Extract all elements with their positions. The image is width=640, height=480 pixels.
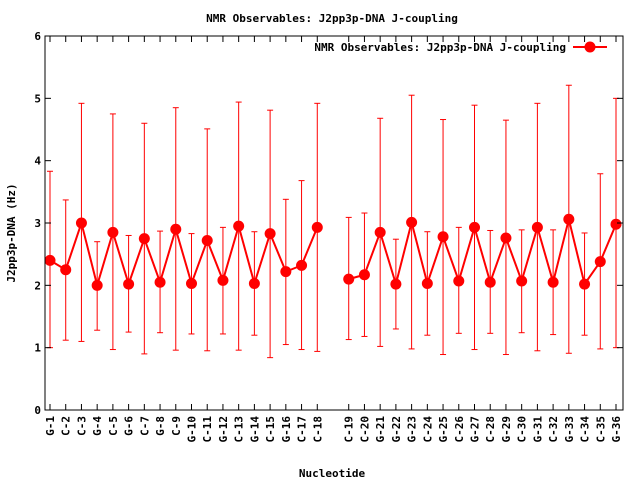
data-point	[610, 218, 622, 230]
data-point	[390, 278, 402, 290]
x-axis: G-1 C-2 C-3 G-4 C-5 G-6 C-7 G-8 C-9 G-10 C-11 G-12 C…	[44, 36, 623, 443]
data-point	[296, 259, 308, 271]
x-tick-label: C-7	[138, 416, 151, 436]
x-tick-label: C-30	[516, 416, 529, 443]
y-tick-label: 2	[34, 279, 41, 292]
data-point	[421, 277, 433, 289]
x-tick-label: G-25	[437, 416, 450, 443]
x-tick-label: G-4	[91, 416, 104, 436]
data-point	[280, 266, 292, 278]
y-tick-label: 1	[34, 342, 41, 355]
data-point	[547, 276, 559, 288]
x-tick-label: C-20	[358, 416, 371, 443]
series-line	[49, 219, 319, 290]
data-point	[44, 254, 56, 266]
data-point	[233, 220, 245, 232]
legend-marker	[584, 41, 596, 53]
x-tick-label: C-34	[579, 416, 592, 443]
data-point	[579, 278, 591, 290]
data-point	[186, 277, 197, 289]
legend-label: NMR Observables: J2pp3p-DNA J-coupling	[314, 41, 566, 54]
x-tick-label: C-19	[343, 416, 356, 443]
data-point	[264, 228, 276, 240]
data-point	[107, 226, 119, 238]
y-tick-label: 6	[34, 30, 41, 43]
x-tick-label: C-35	[594, 416, 607, 443]
data-point	[201, 234, 213, 246]
legend: NMR Observables: J2pp3p-DNA J-coupling	[314, 41, 607, 54]
x-tick-label: C-17	[296, 416, 309, 443]
data-point	[311, 221, 323, 233]
x-tick-label: G-31	[531, 416, 544, 443]
x-tick-label: G-8	[154, 416, 167, 436]
x-tick-label: C-11	[201, 416, 214, 443]
data-point	[170, 223, 182, 235]
x-tick-label: G-14	[248, 416, 261, 443]
x-tick-label: C-26	[453, 416, 466, 443]
series-line	[348, 219, 617, 288]
x-tick-label: G-6	[123, 416, 136, 436]
plot-area	[44, 84, 622, 359]
x-tick-label: G-22	[390, 416, 403, 443]
data-point	[516, 275, 528, 287]
x-tick-label: G-23	[406, 416, 419, 443]
data-point	[484, 276, 496, 288]
x-tick-label: G-16	[280, 416, 293, 443]
y-tick-label: 3	[34, 217, 41, 230]
x-tick-label: C-3	[75, 416, 88, 436]
x-tick-label: G-29	[500, 416, 513, 443]
data-point	[217, 274, 229, 286]
x-tick-label: G-33	[563, 416, 576, 443]
data-point	[531, 221, 543, 233]
data-point	[358, 269, 370, 281]
x-tick-label: C-18	[311, 416, 324, 443]
y-axis-label: J2pp3p-DNA (Hz)	[5, 183, 18, 282]
data-point	[154, 276, 166, 288]
x-tick-label: G-1	[44, 416, 57, 436]
x-tick-label: C-5	[107, 416, 120, 436]
data-point	[123, 278, 135, 290]
x-axis-label: Nucleotide	[299, 467, 366, 480]
x-tick-label: G-12	[217, 416, 230, 443]
data-point	[60, 264, 72, 276]
y-axis: 0 1 2 3 4 5 6	[34, 30, 623, 417]
data-point	[594, 256, 606, 268]
y-tick-label: 0	[34, 404, 41, 417]
data-point	[75, 217, 87, 229]
data-point	[91, 279, 103, 291]
x-tick-label: C-28	[484, 416, 497, 443]
data-point	[563, 213, 575, 225]
x-tick-label: C-24	[421, 416, 434, 443]
x-tick-label: C-15	[264, 416, 277, 443]
x-tick-label: G-10	[186, 416, 199, 443]
y-tick-label: 5	[34, 92, 41, 105]
chart-title: NMR Observables: J2pp3p-DNA J-coupling	[206, 12, 458, 25]
x-tick-label: C-32	[547, 416, 560, 443]
data-point	[248, 277, 260, 289]
data-point	[374, 226, 386, 238]
x-tick-label: C-13	[233, 416, 246, 443]
x-tick-label: G-27	[469, 416, 482, 443]
data-point	[437, 231, 449, 243]
x-tick-label: G-36	[610, 416, 623, 443]
data-point	[343, 273, 355, 285]
data-point	[500, 232, 512, 244]
data-point	[453, 275, 465, 287]
y-tick-label: 4	[34, 155, 41, 168]
data-point	[469, 221, 480, 233]
x-tick-label: C-9	[170, 416, 183, 436]
x-tick-label: G-21	[374, 416, 387, 443]
data-point	[138, 233, 150, 245]
data-point	[406, 216, 418, 228]
x-tick-label: C-2	[60, 416, 73, 436]
